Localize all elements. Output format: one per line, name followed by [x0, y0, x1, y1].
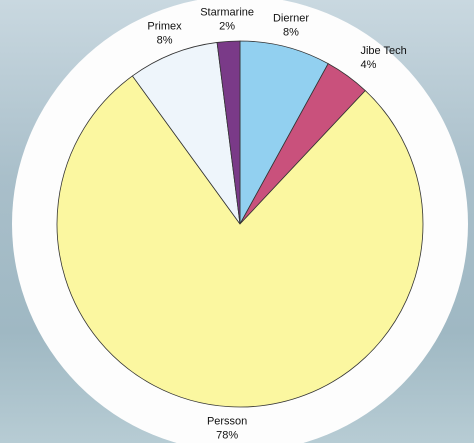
- data-label: 8%: [283, 26, 299, 38]
- data-label: 8%: [157, 34, 173, 46]
- data-label: 78%: [216, 430, 238, 442]
- pie-slice: [216, 40, 241, 225]
- pie-slice: [56, 75, 424, 408]
- slice-label: Persson: [207, 416, 247, 428]
- data-label: 4%: [360, 59, 376, 71]
- pie-slice: [239, 40, 329, 225]
- slice-label: Starmarine: [200, 6, 254, 18]
- pie-slice: [131, 41, 241, 225]
- slice-label: Jibe Tech: [360, 45, 406, 57]
- slice-label: Primex: [147, 20, 182, 32]
- slice-label: Dierner: [273, 12, 309, 24]
- pie: Dierner 8% Jibe Tech 4% Persson 78% Primex 8% St…: [56, 6, 424, 442]
- data-label: 2%: [219, 20, 235, 32]
